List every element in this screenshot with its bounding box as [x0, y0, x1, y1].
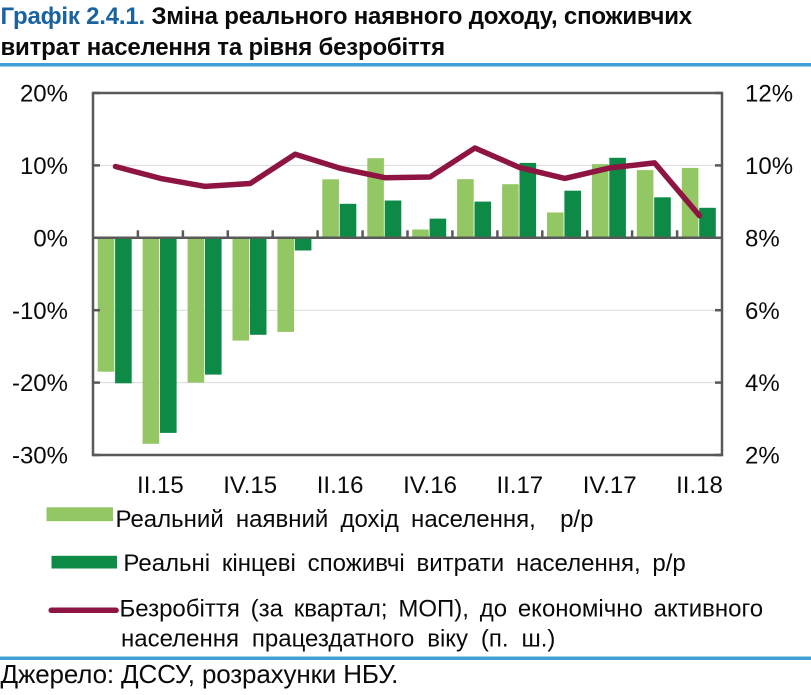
svg-text:витрат населення та рівня безр: витрат населення та рівня безробіття — [1, 34, 445, 61]
svg-text:IV.16: IV.16 — [403, 472, 457, 499]
svg-text:II.15: II.15 — [137, 472, 184, 499]
svg-text:Реальні кінцеві споживчі витра: Реальні кінцеві споживчі витрати населен… — [123, 550, 685, 577]
svg-text:Реальний наявний дохід населен: Реальний наявний дохід населення, р/р — [116, 506, 594, 533]
svg-text:-30%: -30% — [12, 443, 68, 470]
svg-text:Джерело: ДССУ, розрахунки НБУ.: Джерело: ДССУ, розрахунки НБУ. — [1, 659, 399, 689]
svg-text:Безробіття (за квартал; МОП),: Безробіття (за квартал; МОП), до економі… — [120, 596, 764, 623]
svg-text:10%: 10% — [20, 153, 68, 180]
svg-text:10%: 10% — [745, 153, 793, 180]
svg-text:12%: 12% — [745, 81, 793, 108]
svg-text:-10%: -10% — [12, 298, 68, 325]
svg-text:8%: 8% — [745, 225, 780, 252]
svg-text:-20%: -20% — [12, 370, 68, 397]
svg-text:II.17: II.17 — [496, 472, 543, 499]
svg-text:II.18: II.18 — [676, 472, 723, 499]
svg-text:2%: 2% — [745, 443, 780, 470]
svg-text:населення працездатного віку (: населення працездатного віку (п. ш.) — [121, 626, 555, 653]
svg-text:20%: 20% — [20, 81, 68, 108]
svg-text:II.16: II.16 — [317, 472, 364, 499]
svg-text:0%: 0% — [33, 225, 68, 252]
svg-text:Графік 2.4.1. Зміна реального: Графік 2.4.1. Зміна реального наявного д… — [1, 3, 693, 30]
svg-text:IV.17: IV.17 — [583, 472, 637, 499]
svg-text:IV.15: IV.15 — [223, 472, 277, 499]
svg-text:6%: 6% — [745, 298, 780, 325]
svg-text:4%: 4% — [745, 370, 780, 397]
